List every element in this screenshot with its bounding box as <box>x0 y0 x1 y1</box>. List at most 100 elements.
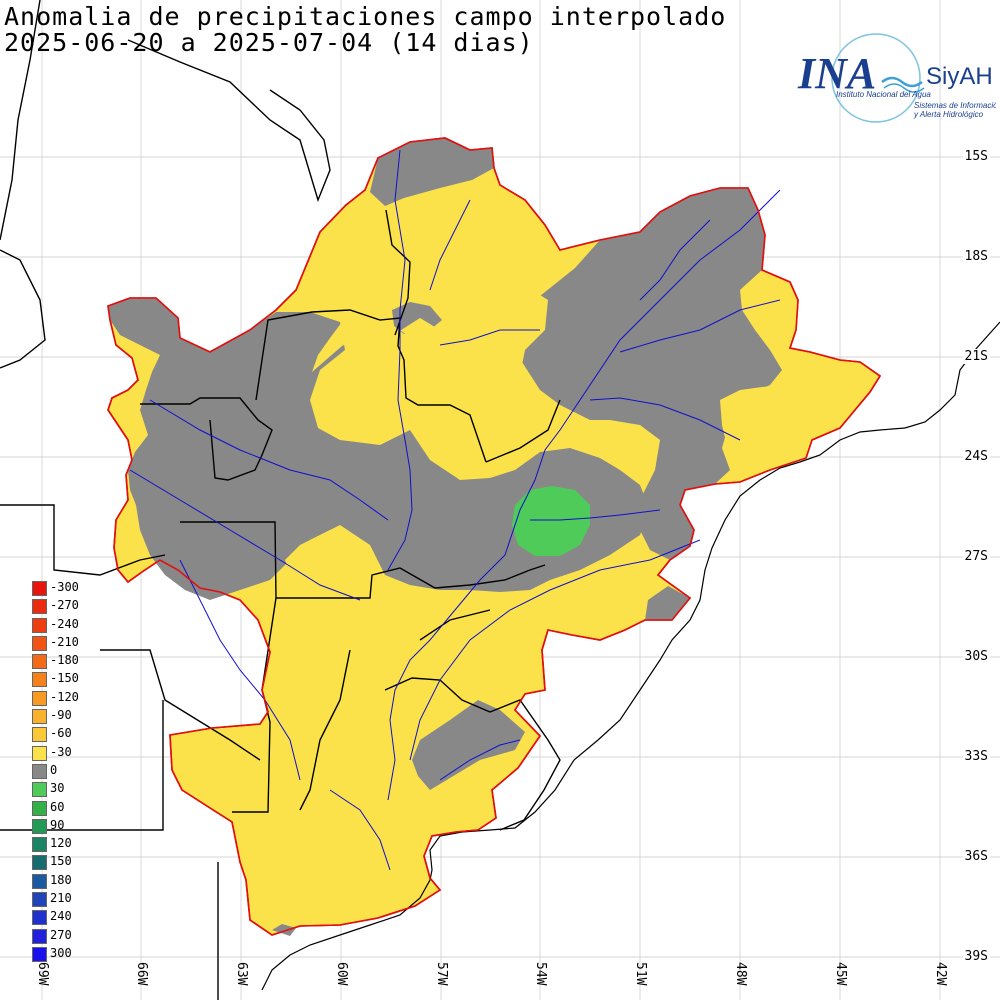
logo-ring <box>831 33 921 123</box>
legend-label: 120 <box>50 836 72 851</box>
legend-label: -150 <box>50 671 79 686</box>
legend-label: 270 <box>50 927 72 942</box>
legend-label: 0 <box>50 762 58 777</box>
river-paraguay <box>387 149 413 571</box>
border-northern-argentina <box>0 504 166 576</box>
latitude-label: 30S <box>962 649 990 664</box>
legend-item: 270 <box>32 928 102 946</box>
longitude-label: 63W <box>234 962 249 986</box>
logo-org-text: Instituto Nacional del Agua <box>836 90 931 99</box>
legend-label: -90 <box>50 708 72 723</box>
river-grande <box>619 299 781 353</box>
legend-label: 240 <box>50 909 72 924</box>
latitude-label: 18S <box>962 249 990 264</box>
legend-item: 60 <box>32 800 102 818</box>
legend-item: 240 <box>32 909 102 927</box>
legend-swatch <box>32 910 47 926</box>
latitude-label: 39S <box>962 949 990 964</box>
longitude-label: 48W <box>733 962 748 986</box>
political-borders <box>0 0 561 1000</box>
legend-label: 150 <box>50 854 72 869</box>
latitude-label: 27S <box>962 549 990 564</box>
neutral-region-east <box>515 188 782 560</box>
border-argentina-provinces-2 <box>299 649 351 811</box>
legend-item: 300 <box>32 946 102 964</box>
legend-swatch <box>32 599 47 615</box>
legend-swatch <box>32 873 47 889</box>
border-brazil-states-2 <box>485 399 561 463</box>
legend-swatch <box>32 855 47 871</box>
neutral-region-uruguay <box>412 700 525 790</box>
legend-item: -240 <box>32 617 102 635</box>
border-mesopotamia <box>419 609 491 641</box>
river-iguazu <box>530 509 661 521</box>
map-date-range: 2025-06-20 a 2025-07-04 (14 dias) <box>4 28 534 57</box>
legend-item: -150 <box>32 671 102 689</box>
legend-swatch <box>32 617 47 633</box>
river-tributary-1 <box>429 199 471 291</box>
longitude-label: 66W <box>134 962 149 986</box>
neutral-region-north <box>370 138 494 206</box>
legend-swatch <box>32 763 47 779</box>
legend-item: -180 <box>32 653 102 671</box>
legend-label: 60 <box>50 799 65 814</box>
legend-label: -60 <box>50 726 72 741</box>
longitude-label: 54W <box>533 962 548 986</box>
legend-label: 210 <box>50 891 72 906</box>
legend-swatch <box>32 892 47 908</box>
logo-wave-icon-2 <box>883 83 925 93</box>
longitude-label: 69W <box>35 962 50 986</box>
latitude-label: 33S <box>962 749 990 764</box>
legend-label: 30 <box>50 781 65 796</box>
legend-item: -270 <box>32 598 102 616</box>
legend-item: 90 <box>32 818 102 836</box>
border-andes <box>0 0 41 241</box>
legend-swatch <box>32 672 47 688</box>
legend-item: -300 <box>32 580 102 598</box>
border-east-provinces <box>0 249 46 369</box>
longitude-label: 42W <box>933 962 948 986</box>
latitude-label: 15S <box>962 149 990 164</box>
legend-label: 90 <box>50 817 65 832</box>
legend-swatch <box>32 709 47 725</box>
legend-label: -120 <box>50 689 79 704</box>
legend-swatch <box>32 654 47 670</box>
legend-item: 180 <box>32 873 102 891</box>
border-bolivia-paraguay <box>140 397 273 481</box>
ina-siyah-logo: INA SiyAH Instituto Nacional del Agua Si… <box>797 33 996 123</box>
legend-item: -60 <box>32 726 102 744</box>
logo-ina-text: INA <box>797 49 876 98</box>
legend-item: -120 <box>32 690 102 708</box>
legend-item: -210 <box>32 635 102 653</box>
legend-swatch <box>32 818 47 834</box>
neutral-region-south-tip <box>272 924 296 936</box>
rivers <box>129 149 781 871</box>
legend-swatch <box>32 800 47 816</box>
border-south-west <box>0 700 164 831</box>
legend-item: -30 <box>32 745 102 763</box>
legend-item: -90 <box>32 708 102 726</box>
river-tributary-3 <box>329 789 391 871</box>
border-bolivia-north <box>127 39 331 203</box>
logo-subtitle-1: Sistemas de Información <box>914 101 996 110</box>
border-argentina-provinces <box>232 597 277 813</box>
border-paraguay-brazil-north <box>255 309 487 463</box>
border-argentina-paraguay <box>180 521 546 599</box>
legend-swatch <box>32 946 47 962</box>
longitude-label: 51W <box>633 962 648 986</box>
legend-swatch <box>32 837 47 853</box>
wet-anomaly-region <box>512 486 590 556</box>
river-tiete <box>589 397 741 441</box>
longitude-label: 45W <box>833 962 848 986</box>
dry-island-south-chaco <box>285 530 378 580</box>
legend-label: -210 <box>50 634 79 649</box>
river-salado <box>179 559 301 781</box>
logo-subtitle-2: y Alerta Hidrológico <box>913 110 984 119</box>
border-uruguay <box>384 677 561 831</box>
legend-swatch <box>32 635 47 651</box>
legend-item: 120 <box>32 836 102 854</box>
color-scale-legend: -300 -270 -240 -210 -180 -150 -120 -90 -60 -30 0 30… <box>32 580 102 964</box>
longitude-label: 57W <box>434 962 449 986</box>
river-negro <box>439 739 521 781</box>
